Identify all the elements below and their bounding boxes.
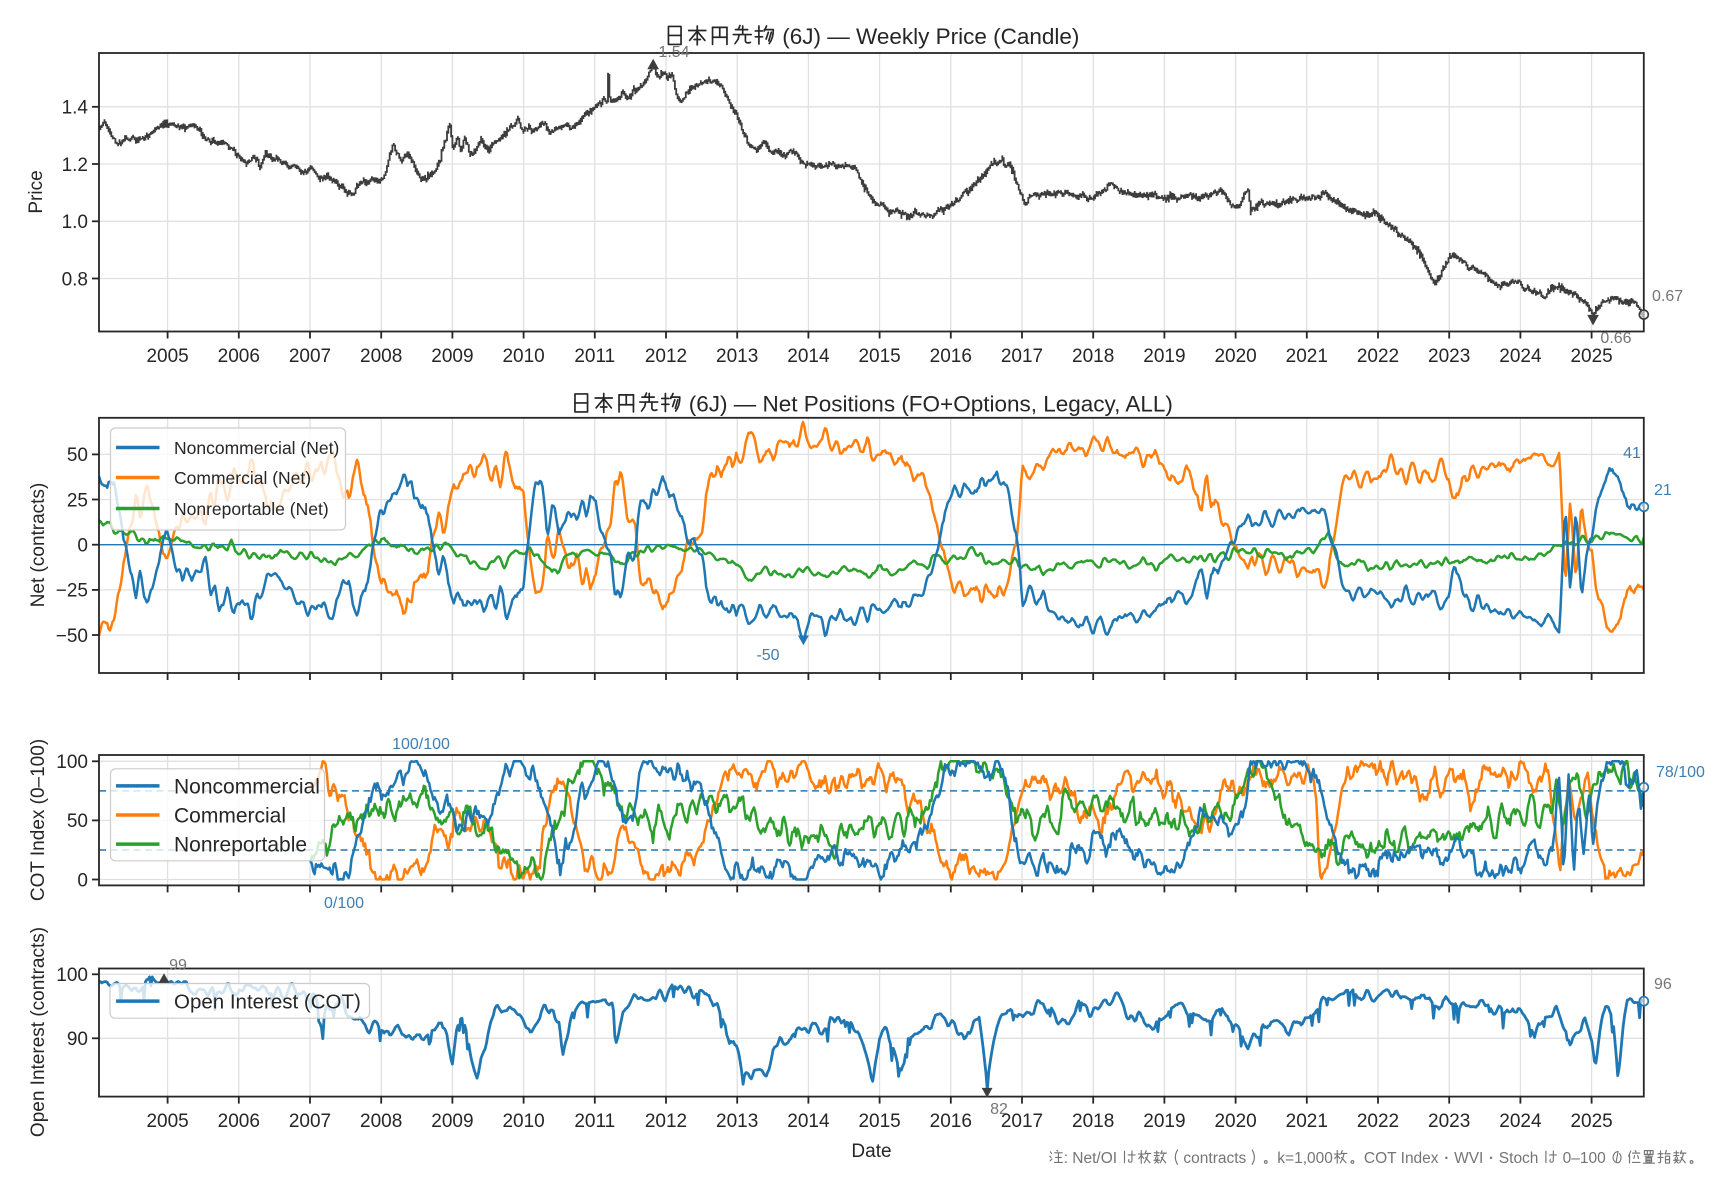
svg-text:2008: 2008	[360, 346, 402, 367]
svg-text:2020: 2020	[1214, 1111, 1256, 1132]
svg-text:2016: 2016	[930, 346, 972, 367]
svg-text:2021: 2021	[1286, 1111, 1328, 1132]
svg-text:2005: 2005	[146, 346, 188, 367]
svg-text:82: 82	[990, 1101, 1008, 1118]
svg-text:Commercial (Net): Commercial (Net)	[174, 468, 311, 488]
svg-text:Open Interest (COT): Open Interest (COT)	[174, 991, 361, 1014]
svg-text:0–100: 0–100	[1558, 1150, 1610, 1167]
svg-text:2015: 2015	[858, 1111, 900, 1132]
svg-text:Noncommercial (Net): Noncommercial (Net)	[174, 438, 339, 458]
svg-text:99: 99	[169, 957, 187, 974]
svg-text:1.0: 1.0	[62, 212, 88, 233]
svg-text:Stoch: Stoch	[1499, 1150, 1543, 1167]
svg-text:2014: 2014	[787, 1111, 830, 1132]
svg-text:2019: 2019	[1143, 346, 1185, 367]
svg-text:2010: 2010	[502, 346, 544, 367]
svg-text:2012: 2012	[645, 346, 687, 367]
svg-text:2010: 2010	[502, 1111, 544, 1132]
svg-text:2023: 2023	[1428, 346, 1470, 367]
svg-text:1.54: 1.54	[658, 44, 689, 61]
svg-text:21: 21	[1654, 482, 1672, 499]
svg-text:96: 96	[1654, 976, 1672, 993]
svg-text:2017: 2017	[1001, 346, 1043, 367]
svg-text:2006: 2006	[218, 1111, 260, 1132]
svg-text:2023: 2023	[1428, 1111, 1470, 1132]
svg-text:2020: 2020	[1214, 346, 1256, 367]
svg-text:Commercial: Commercial	[174, 805, 286, 828]
svg-text:50: 50	[67, 445, 88, 466]
svg-text:41: 41	[1623, 445, 1641, 462]
svg-text:1.2: 1.2	[62, 155, 88, 176]
svg-text:2022: 2022	[1357, 346, 1399, 367]
svg-text:2016: 2016	[930, 1111, 972, 1132]
svg-text:0/100: 0/100	[324, 895, 364, 912]
svg-text:2014: 2014	[787, 346, 830, 367]
svg-text:: Net/OI: : Net/OI	[1064, 1150, 1122, 1167]
svg-text:2025: 2025	[1570, 346, 1612, 367]
svg-text:90: 90	[67, 1029, 88, 1050]
svg-text:78/100: 78/100	[1656, 764, 1705, 781]
svg-text:Net (contracts): Net (contracts)	[28, 483, 49, 608]
svg-text:2007: 2007	[289, 1111, 331, 1132]
svg-text:2011: 2011	[574, 346, 615, 367]
svg-text:−25: −25	[56, 581, 88, 602]
svg-text:2005: 2005	[146, 1111, 188, 1132]
svg-text:Date: Date	[851, 1141, 891, 1162]
svg-text:2013: 2013	[716, 1111, 758, 1132]
svg-text:Nonreportable (Net): Nonreportable (Net)	[174, 499, 329, 519]
svg-text:(6J) — Net Positions (FO+Optio: (6J) — Net Positions (FO+Options, Legacy…	[683, 392, 1173, 417]
svg-text:Price: Price	[26, 170, 47, 213]
svg-text:2021: 2021	[1286, 346, 1328, 367]
svg-text:2018: 2018	[1072, 1111, 1114, 1132]
svg-text:2018: 2018	[1072, 346, 1114, 367]
svg-text:2009: 2009	[431, 1111, 473, 1132]
svg-text:Noncommercial: Noncommercial	[174, 776, 320, 799]
svg-text:2022: 2022	[1357, 1111, 1399, 1132]
svg-text:2012: 2012	[645, 1111, 687, 1132]
svg-text:25: 25	[67, 490, 88, 511]
svg-text:2008: 2008	[360, 1111, 402, 1132]
svg-text:100: 100	[56, 965, 88, 986]
svg-text:2019: 2019	[1143, 1111, 1185, 1132]
svg-text:2025: 2025	[1570, 1111, 1612, 1132]
svg-text:Open Interest (contracts): Open Interest (contracts)	[28, 927, 49, 1137]
svg-text:COT Index (0–100): COT Index (0–100)	[28, 739, 49, 901]
svg-text:−50: −50	[56, 626, 88, 647]
svg-text:0.66: 0.66	[1600, 330, 1631, 347]
svg-text:k=1,000: k=1,000	[1277, 1150, 1333, 1167]
svg-text:100/100: 100/100	[392, 736, 450, 753]
svg-text:0: 0	[77, 870, 88, 891]
svg-text:2009: 2009	[431, 346, 473, 367]
svg-text:2024: 2024	[1499, 346, 1542, 367]
svg-text:0: 0	[77, 536, 88, 557]
svg-text:2017: 2017	[1001, 1111, 1043, 1132]
svg-text:WVI: WVI	[1454, 1150, 1483, 1167]
svg-text:Nonreportable: Nonreportable	[174, 834, 307, 857]
svg-text:2015: 2015	[858, 346, 900, 367]
svg-text:50: 50	[67, 811, 88, 832]
svg-text:2007: 2007	[289, 346, 331, 367]
svg-text:(6J) — Weekly Price (Candle): (6J) — Weekly Price (Candle)	[776, 24, 1079, 49]
svg-text:1.4: 1.4	[62, 98, 89, 119]
svg-text:2006: 2006	[218, 346, 260, 367]
svg-text:0.8: 0.8	[62, 269, 88, 290]
svg-text:-50: -50	[756, 647, 779, 664]
svg-text:COT Index: COT Index	[1364, 1150, 1439, 1167]
svg-text:0.67: 0.67	[1652, 288, 1683, 305]
svg-text:contracts: contracts	[1183, 1150, 1246, 1167]
svg-text:2024: 2024	[1499, 1111, 1542, 1132]
svg-text:100: 100	[56, 752, 88, 773]
svg-text:2013: 2013	[716, 346, 758, 367]
svg-text:2011: 2011	[574, 1111, 615, 1132]
